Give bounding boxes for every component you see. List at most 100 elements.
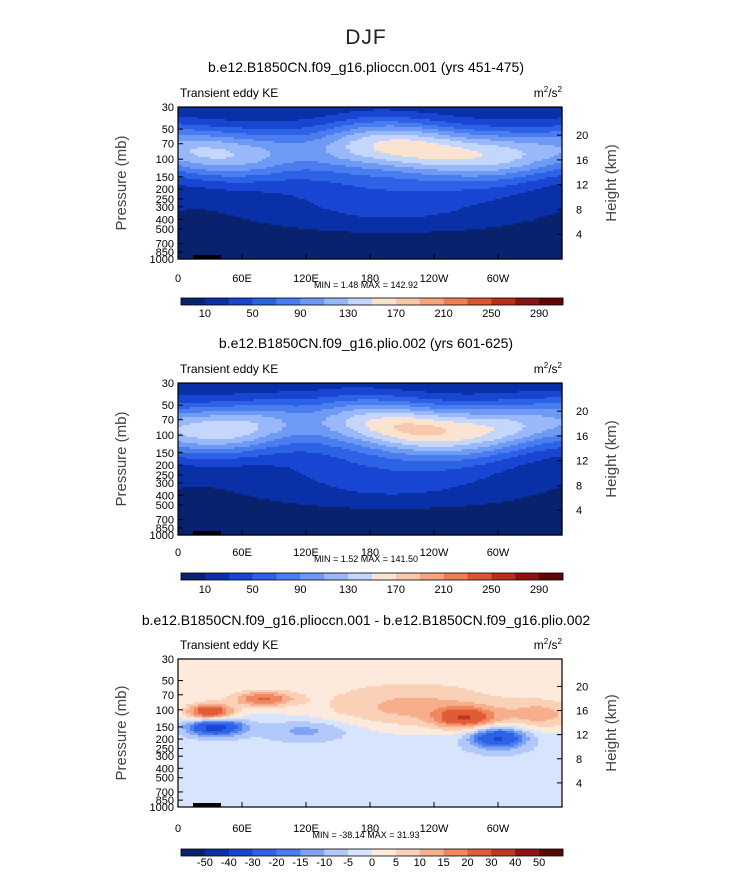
min-max-stats: MIN = 1.48 MAX = 142.92	[314, 280, 418, 290]
y-tick-label: 300	[156, 202, 174, 214]
panel-1: b.e12.B1850CN.f09_g16.plioccn.001 (yrs 4…	[113, 59, 620, 320]
colorbar-label: 210	[434, 308, 452, 320]
colorbar-swatch	[324, 573, 349, 580]
units-label: m2/s2	[534, 637, 563, 652]
units-label: m2/s2	[534, 85, 563, 100]
colorbar-swatch	[300, 298, 325, 305]
colorbar-swatch	[395, 298, 421, 305]
colorbar-swatch	[467, 573, 492, 580]
y2-tick-label: 8	[576, 204, 582, 216]
y-tick-label: 200	[156, 734, 174, 746]
colorbar-label: 50	[247, 584, 259, 596]
colorbar-swatch	[395, 849, 421, 856]
panel-title: b.e12.B1850CN.f09_g16.plioccn.001 (yrs 4…	[208, 59, 524, 75]
colorbar-swatch	[276, 849, 301, 856]
y-tick-label: 700	[156, 239, 174, 251]
topography-mask	[193, 531, 221, 535]
y2-tick-label: 12	[576, 456, 588, 468]
colorbar: 10 50 90 130 170 210 250 290	[180, 572, 564, 596]
y-tick-label: 250	[156, 194, 174, 206]
colorbar-swatch	[181, 298, 206, 305]
colorbar-swatch	[252, 298, 277, 305]
colorbar-swatch	[181, 573, 206, 580]
x-tick-label: 60E	[232, 547, 252, 559]
colorbar-label: 10	[199, 308, 211, 320]
topography-mask	[193, 803, 221, 807]
colorbar-label: 170	[387, 584, 405, 596]
x-tick-label: 60W	[487, 273, 510, 285]
y-tick-label: 150	[156, 172, 174, 184]
y2-tick-label: 20	[576, 406, 588, 418]
y-tick-label: 850	[156, 523, 174, 535]
colorbar-label: 15	[438, 857, 450, 869]
y-tick-label: 30	[162, 102, 174, 114]
x-tick-label: 60W	[487, 547, 510, 559]
colorbar-label: -50	[197, 857, 213, 869]
colorbar-label: 90	[294, 308, 306, 320]
colorbar-swatch	[467, 849, 492, 856]
y-tick-label: 30	[162, 378, 174, 390]
colorbar-label: 10	[199, 584, 211, 596]
y-tick-label: 200	[156, 460, 174, 472]
y-tick-label: 100	[156, 154, 174, 166]
y-tick-label: 400	[156, 763, 174, 775]
colorbar-swatch	[348, 298, 373, 305]
colorbar-swatch	[539, 298, 564, 305]
colorbar-label: -30	[245, 857, 261, 869]
colorbar-swatch	[204, 573, 230, 580]
y2-axis-title: Height (km)	[603, 694, 620, 772]
panels: b.e12.B1850CN.f09_g16.plioccn.001 (yrs 4…	[113, 59, 620, 869]
y-tick-label: 50	[162, 124, 174, 136]
colorbar-swatch	[252, 573, 277, 580]
y-tick-label: 500	[156, 224, 174, 236]
panel-title: b.e12.B1850CN.f09_g16.plioccn.001 - b.e1…	[142, 612, 591, 628]
y-axis-title: Pressure (mb)	[113, 685, 130, 780]
min-max-stats: MIN = 1.52 MAX = 141.50	[314, 554, 418, 564]
colorbar-label: 250	[482, 308, 500, 320]
panel-title: b.e12.B1850CN.f09_g16.plio.002 (yrs 601-…	[219, 335, 513, 351]
y-tick-label: 100	[156, 430, 174, 442]
colorbar-swatch	[324, 298, 349, 305]
y-tick-label: 300	[156, 751, 174, 763]
y2-tick-label: 4	[576, 505, 582, 517]
y-tick-label: 850	[156, 795, 174, 807]
colorbar-label: 290	[530, 584, 548, 596]
y2-tick-label: 16	[576, 706, 588, 718]
colorbar-swatch	[491, 298, 516, 305]
colorbar-swatch	[467, 298, 492, 305]
y-tick-label: 1000	[150, 530, 174, 542]
colorbar-label: 90	[294, 584, 306, 596]
y-tick-label: 1000	[150, 254, 174, 266]
colorbar-swatch	[300, 849, 325, 856]
x-tick-label: 0	[175, 273, 181, 285]
colorbar-label: 130	[339, 584, 357, 596]
y-tick-label: 850	[156, 247, 174, 259]
colorbar-label: -15	[292, 857, 308, 869]
colorbar-label: 20	[461, 857, 473, 869]
colorbar-label: 290	[530, 308, 548, 320]
x-tick-label: 60E	[232, 273, 252, 285]
x-tick-label: 120E	[293, 823, 319, 835]
colorbar-swatch	[228, 849, 253, 856]
x-tick-label: 0	[175, 547, 181, 559]
y2-tick-label: 12	[576, 180, 588, 192]
y-axis-title: Pressure (mb)	[113, 135, 130, 230]
colorbar-label: 250	[482, 584, 500, 596]
contour-field	[178, 659, 563, 808]
colorbar-swatch	[300, 573, 325, 580]
y-tick-label: 70	[162, 690, 174, 702]
colorbar-swatch	[276, 298, 301, 305]
colorbar-swatch	[372, 298, 397, 305]
colorbar-swatch	[491, 573, 516, 580]
x-tick-label: 120W	[420, 547, 449, 559]
contour-field	[178, 383, 563, 536]
colorbar-swatch	[276, 573, 301, 580]
y-tick-label: 1000	[150, 802, 174, 814]
y-tick-label: 250	[156, 470, 174, 482]
x-tick-label: 120W	[420, 273, 449, 285]
y-tick-label: 200	[156, 184, 174, 196]
colorbar-swatch	[372, 849, 397, 856]
colorbar: -50 -40 -30 -20 -15 -10 -5 0 5 10 15 20 30 40 50	[180, 848, 564, 869]
y-tick-label: 50	[162, 676, 174, 688]
